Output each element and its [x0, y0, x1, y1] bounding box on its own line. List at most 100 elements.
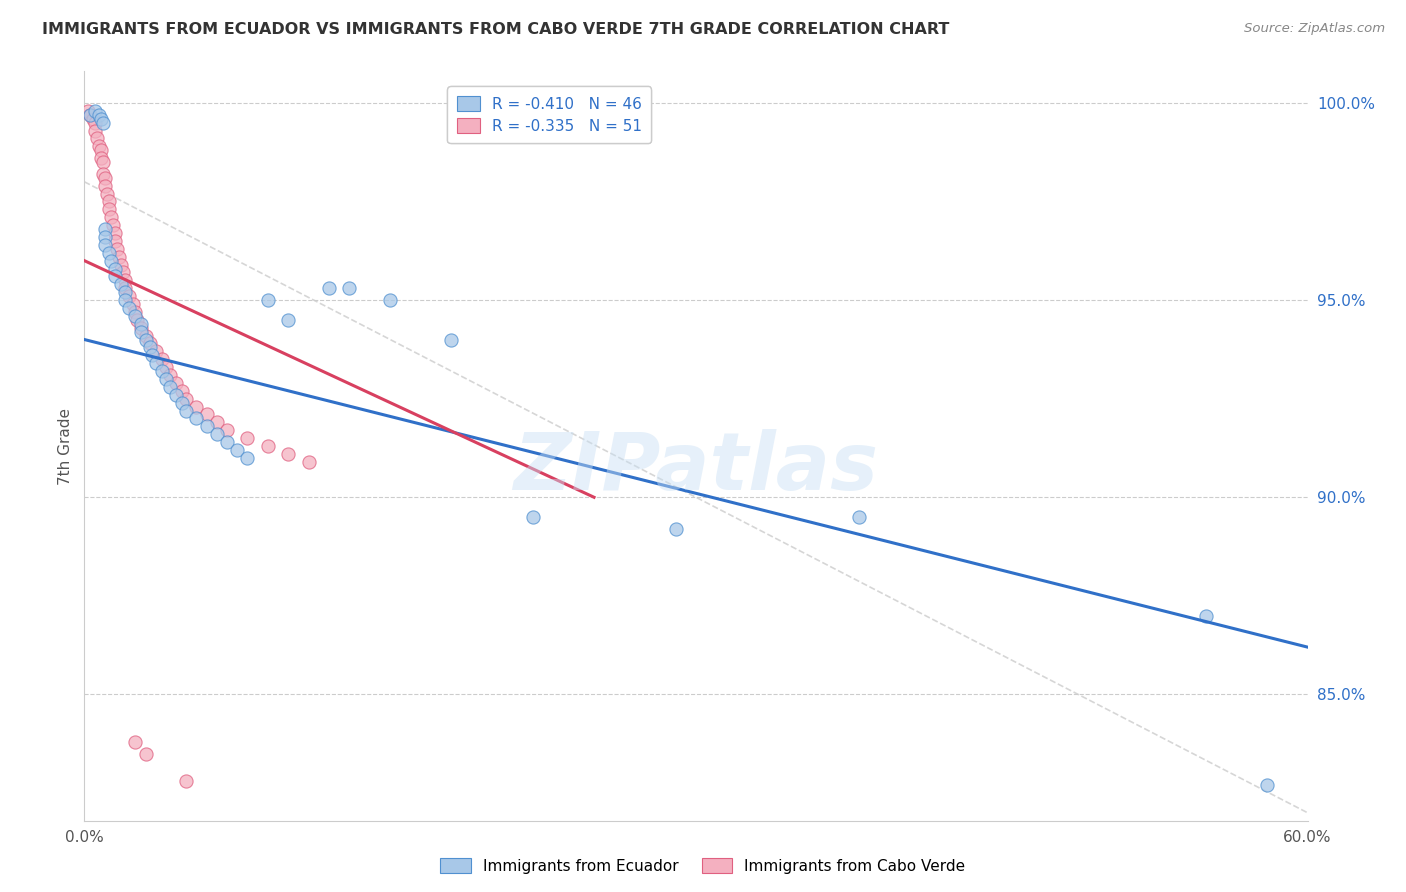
Point [83, 103, 105, 118]
Point [93, 178, 115, 193]
Point [77, 103, 100, 118]
Text: ZIPatlas: ZIPatlas [513, 429, 879, 508]
Point [104, 269, 127, 284]
Point [138, 336, 160, 351]
Point [145, 344, 167, 359]
Point [277, 447, 299, 461]
Point [110, 258, 132, 272]
Point [105, 242, 128, 256]
Point [141, 348, 163, 362]
Point [205, 427, 228, 442]
Point [155, 372, 177, 386]
Point [339, 281, 361, 295]
Point [83, 115, 105, 129]
Point [150, 352, 173, 367]
Point [195, 419, 218, 434]
Point [217, 435, 239, 450]
Point [114, 273, 136, 287]
Point [226, 442, 249, 457]
Point [93, 222, 115, 236]
Point [138, 340, 160, 354]
Point [318, 281, 340, 295]
Point [165, 376, 187, 390]
Point [110, 277, 132, 292]
Point [86, 131, 108, 145]
Point [135, 328, 157, 343]
Point [298, 455, 321, 469]
Point [90, 112, 112, 126]
Point [186, 411, 208, 425]
Point [155, 360, 177, 375]
Point [277, 313, 299, 327]
Point [100, 211, 122, 225]
Point [87, 108, 110, 122]
Point [82, 112, 104, 126]
Point [257, 439, 280, 453]
Point [150, 364, 173, 378]
Point [174, 392, 197, 406]
Point [104, 261, 127, 276]
Point [93, 238, 115, 252]
Point [127, 313, 149, 327]
Point [217, 423, 239, 437]
Point [97, 202, 120, 217]
Point [97, 194, 120, 209]
Point [118, 301, 141, 315]
Point [122, 297, 145, 311]
Point [131, 320, 153, 334]
Point [1195, 608, 1218, 623]
Point [124, 305, 146, 319]
Point [91, 115, 114, 129]
Point [79, 108, 101, 122]
Point [87, 139, 110, 153]
Point [236, 450, 259, 465]
Point [665, 522, 688, 536]
Point [159, 368, 181, 382]
Point [522, 510, 544, 524]
Text: IMMIGRANTS FROM ECUADOR VS IMMIGRANTS FROM CABO VERDE 7TH GRADE CORRELATION CHAR: IMMIGRANTS FROM ECUADOR VS IMMIGRANTS FR… [42, 22, 949, 37]
Text: Source: ZipAtlas.com: Source: ZipAtlas.com [1244, 22, 1385, 36]
Point [135, 747, 157, 761]
Point [174, 403, 197, 417]
Point [131, 325, 153, 339]
Point [112, 265, 135, 279]
Legend: R = -0.410   N = 46, R = -0.335   N = 51: R = -0.410 N = 46, R = -0.335 N = 51 [447, 87, 651, 143]
Y-axis label: 7th Grade: 7th Grade [58, 408, 73, 484]
Point [90, 151, 112, 165]
Point [159, 380, 181, 394]
Point [79, 108, 101, 122]
Point [440, 333, 463, 347]
Point [124, 309, 146, 323]
Point [90, 143, 112, 157]
Point [1256, 778, 1278, 792]
Point [236, 431, 259, 445]
Point [114, 285, 136, 300]
Point [93, 170, 115, 185]
Point [165, 388, 187, 402]
Point [131, 317, 153, 331]
Point [91, 167, 114, 181]
Point [101, 218, 124, 232]
Point [195, 408, 218, 422]
Point [104, 234, 127, 248]
Point [97, 245, 120, 260]
Legend: Immigrants from Ecuador, Immigrants from Cabo Verde: Immigrants from Ecuador, Immigrants from… [434, 852, 972, 880]
Point [172, 384, 194, 398]
Point [205, 415, 228, 429]
Point [91, 155, 114, 169]
Point [174, 774, 197, 789]
Point [118, 289, 141, 303]
Point [186, 400, 208, 414]
Point [100, 253, 122, 268]
Point [114, 293, 136, 307]
Point [83, 123, 105, 137]
Point [257, 293, 280, 307]
Point [108, 250, 131, 264]
Point [124, 735, 146, 749]
Point [96, 186, 118, 201]
Point [104, 226, 127, 240]
Point [135, 333, 157, 347]
Point [114, 281, 136, 295]
Point [145, 356, 167, 370]
Point [172, 395, 194, 409]
